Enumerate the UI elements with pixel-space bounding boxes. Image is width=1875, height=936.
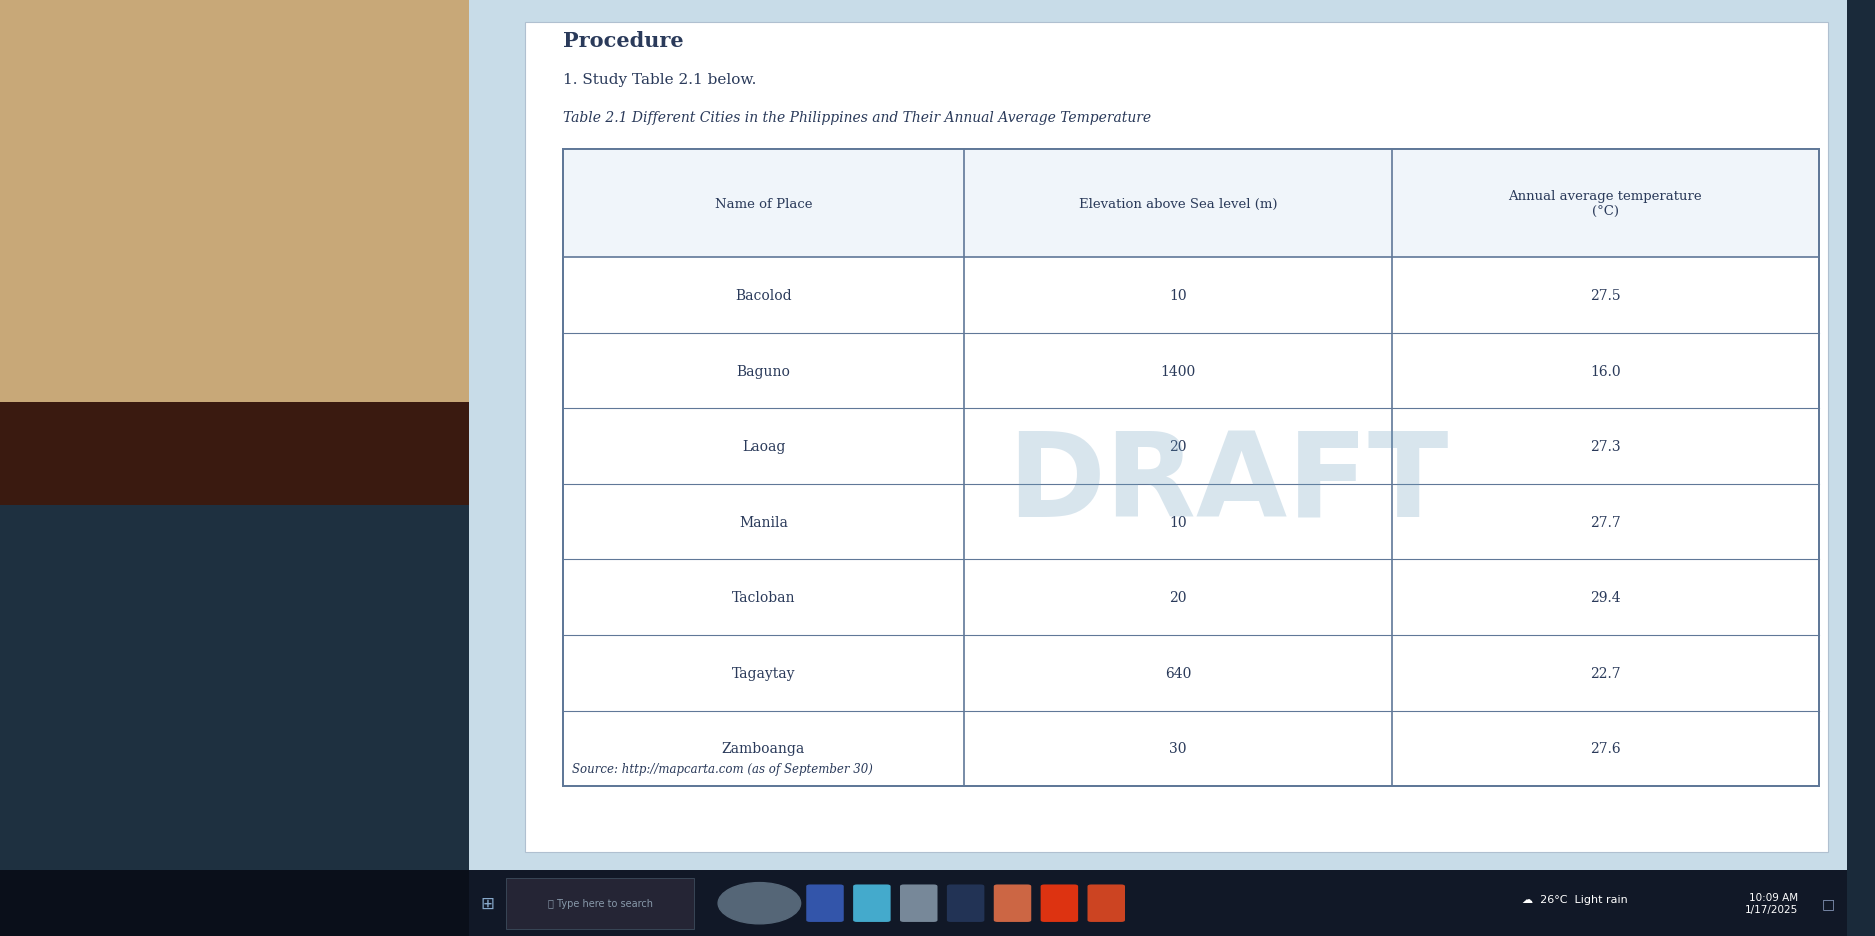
Text: Procedure: Procedure	[562, 31, 682, 51]
FancyBboxPatch shape	[469, 0, 1847, 870]
Text: 27.3: 27.3	[1590, 440, 1620, 454]
Text: Manila: Manila	[739, 515, 787, 529]
Text: 30: 30	[1170, 741, 1187, 755]
Text: Tagaytay: Tagaytay	[731, 666, 795, 680]
FancyBboxPatch shape	[506, 878, 694, 929]
FancyBboxPatch shape	[0, 505, 488, 880]
Text: Annual average temperature
(°C): Annual average temperature (°C)	[1508, 190, 1702, 218]
Text: Bacolod: Bacolod	[735, 288, 791, 302]
FancyBboxPatch shape	[562, 150, 1819, 786]
Text: 27.7: 27.7	[1590, 515, 1620, 529]
Text: Laoag: Laoag	[742, 440, 786, 454]
Text: 640: 640	[1164, 666, 1191, 680]
FancyBboxPatch shape	[853, 885, 891, 922]
FancyBboxPatch shape	[525, 23, 1828, 852]
Text: □: □	[1822, 897, 1834, 910]
Text: ☁  26°C  Light rain: ☁ 26°C Light rain	[1522, 894, 1628, 903]
Text: 27.5: 27.5	[1590, 288, 1620, 302]
Text: 27.6: 27.6	[1590, 741, 1620, 755]
Text: 29.4: 29.4	[1590, 591, 1620, 605]
Circle shape	[718, 883, 801, 924]
Text: 20: 20	[1170, 591, 1187, 605]
FancyBboxPatch shape	[900, 885, 938, 922]
Text: 10: 10	[1170, 288, 1187, 302]
FancyBboxPatch shape	[0, 402, 506, 524]
FancyBboxPatch shape	[0, 870, 469, 936]
FancyBboxPatch shape	[1088, 885, 1125, 922]
Text: 1400: 1400	[1161, 364, 1196, 378]
Text: ⊞: ⊞	[480, 894, 495, 913]
Text: Baguno: Baguno	[737, 364, 791, 378]
FancyBboxPatch shape	[806, 885, 844, 922]
Text: 20: 20	[1170, 440, 1187, 454]
Text: 🔍 Type here to search: 🔍 Type here to search	[548, 899, 652, 908]
Text: 10: 10	[1170, 515, 1187, 529]
Text: Name of Place: Name of Place	[714, 197, 812, 211]
Text: Tacloban: Tacloban	[731, 591, 795, 605]
Text: 1. Study Table 2.1 below.: 1. Study Table 2.1 below.	[562, 73, 756, 87]
FancyBboxPatch shape	[994, 885, 1031, 922]
FancyBboxPatch shape	[1041, 885, 1078, 922]
Text: 22.7: 22.7	[1590, 666, 1620, 680]
Text: 16.0: 16.0	[1590, 364, 1620, 378]
Text: Elevation above Sea level (m): Elevation above Sea level (m)	[1078, 197, 1277, 211]
Text: Table 2.1 Different Cities in the Philippines and Their Annual Average Temperatu: Table 2.1 Different Cities in the Philip…	[562, 110, 1151, 124]
Text: 10:09 AM
1/17/2025: 10:09 AM 1/17/2025	[1746, 892, 1798, 914]
Text: Source: http://mapcarta.com (as of September 30): Source: http://mapcarta.com (as of Septe…	[572, 762, 872, 775]
FancyBboxPatch shape	[562, 150, 1819, 258]
Text: DRAFT: DRAFT	[1007, 427, 1449, 542]
FancyBboxPatch shape	[0, 0, 506, 421]
FancyBboxPatch shape	[947, 885, 984, 922]
FancyBboxPatch shape	[469, 870, 1847, 936]
Text: Zamboanga: Zamboanga	[722, 741, 804, 755]
